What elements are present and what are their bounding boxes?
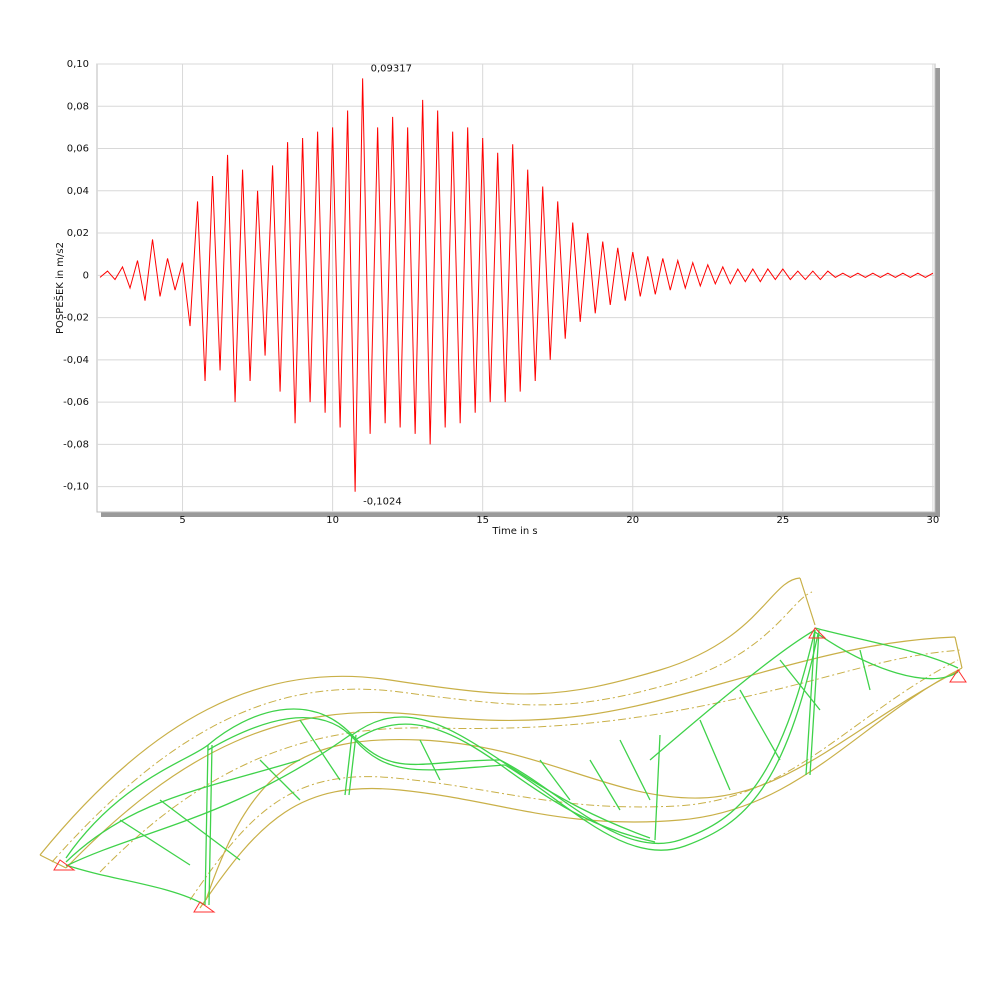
plot — [99, 78, 934, 492]
frame-shadow — [935, 68, 940, 516]
y-tick-label: -0,02 — [63, 313, 89, 324]
beam-edge — [65, 636, 956, 869]
y-tick-label: 0,10 — [67, 59, 89, 70]
y-tick-label: -0,04 — [63, 355, 89, 366]
plot-area — [96, 63, 936, 513]
y-tick-label: -0,06 — [63, 397, 89, 408]
beam-edge — [199, 667, 963, 909]
beam-edge — [205, 669, 961, 901]
arch — [65, 734, 351, 867]
y-tick-label: 0,02 — [67, 228, 89, 239]
x-tick-label: 15 — [476, 515, 489, 526]
support — [53, 627, 967, 913]
frame-shadow — [101, 512, 940, 517]
rib — [65, 649, 871, 906]
y-tick-label: -0,10 — [63, 482, 89, 493]
peak-label: -0,1024 — [363, 497, 402, 508]
x-tick-label: 5 — [179, 515, 185, 526]
x-tick-label: 25 — [776, 515, 789, 526]
y-tick-label: 0 — [83, 270, 89, 281]
y-tick-label: 0,08 — [67, 101, 89, 112]
beam-axis — [51, 591, 813, 863]
y-axis-title: POSPEŠEK in m/s2 — [53, 242, 66, 334]
x-tick-label: 10 — [326, 515, 339, 526]
beam-end — [39, 577, 963, 869]
data-line — [99, 78, 934, 492]
beam-axis — [99, 649, 963, 873]
arch — [351, 716, 656, 843]
x-tick-label: 20 — [626, 515, 639, 526]
beam-axis — [189, 659, 959, 901]
beam-edge — [39, 577, 801, 856]
y-tick-label: -0,08 — [63, 439, 89, 450]
x-axis-title: Time in s — [491, 526, 537, 537]
post — [204, 629, 820, 906]
structure-drawing — [39, 577, 967, 913]
y-tick-label: 0,06 — [67, 144, 89, 155]
y-tick-label: 0,04 — [67, 186, 89, 197]
arch — [649, 627, 959, 761]
x-tick-label: 30 — [927, 515, 940, 526]
peak-label: 0,09317 — [371, 63, 412, 74]
arch — [499, 629, 819, 851]
